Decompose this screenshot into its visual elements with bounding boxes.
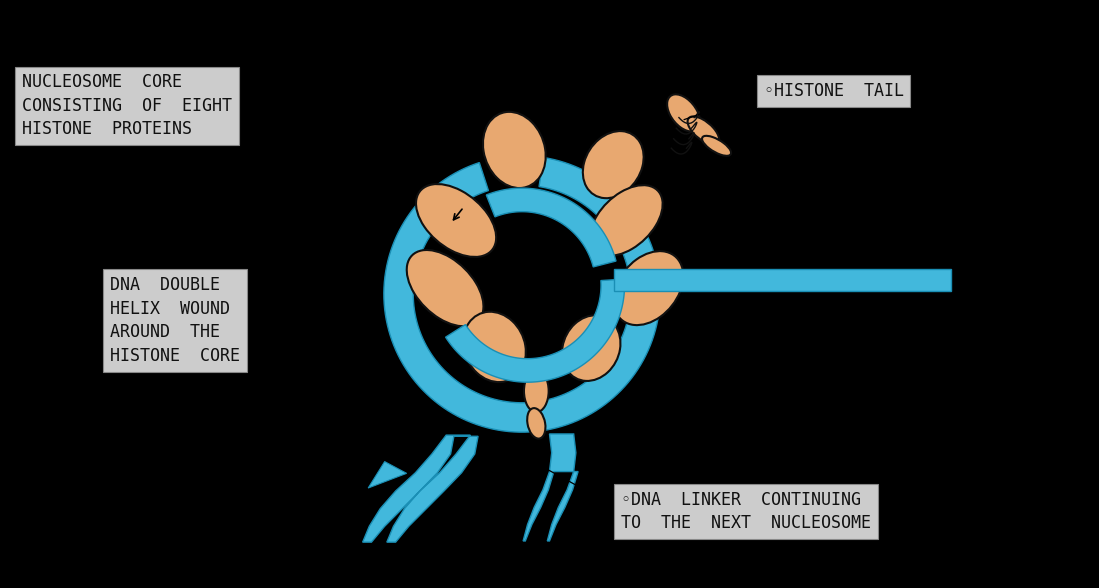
Polygon shape <box>487 188 617 267</box>
Ellipse shape <box>582 131 644 198</box>
Ellipse shape <box>702 136 731 156</box>
Ellipse shape <box>562 315 621 381</box>
Text: ◦HISTONE  TAIL: ◦HISTONE TAIL <box>764 82 903 100</box>
Polygon shape <box>368 462 407 488</box>
Polygon shape <box>445 279 624 382</box>
Ellipse shape <box>407 250 484 326</box>
Ellipse shape <box>464 312 525 382</box>
Text: DNA  DOUBLE
HELIX  WOUND
AROUND  THE
HISTONE  CORE: DNA DOUBLE HELIX WOUND AROUND THE HISTON… <box>110 276 240 365</box>
Polygon shape <box>384 158 660 432</box>
Ellipse shape <box>688 116 719 145</box>
Ellipse shape <box>528 408 545 439</box>
Ellipse shape <box>613 251 684 325</box>
Polygon shape <box>613 269 951 291</box>
Ellipse shape <box>667 94 700 132</box>
Polygon shape <box>523 434 578 541</box>
Ellipse shape <box>417 184 496 257</box>
Polygon shape <box>363 435 478 542</box>
Text: NUCLEOSOME  CORE
CONSISTING  OF  EIGHT
HISTONE  PROTEINS: NUCLEOSOME CORE CONSISTING OF EIGHT HIST… <box>22 74 232 138</box>
Text: ◦DNA  LINKER  CONTINUING
TO  THE  NEXT  NUCLEOSOME: ◦DNA LINKER CONTINUING TO THE NEXT NUCLE… <box>621 491 870 532</box>
Ellipse shape <box>524 370 548 412</box>
Ellipse shape <box>590 185 663 256</box>
Ellipse shape <box>482 112 546 188</box>
